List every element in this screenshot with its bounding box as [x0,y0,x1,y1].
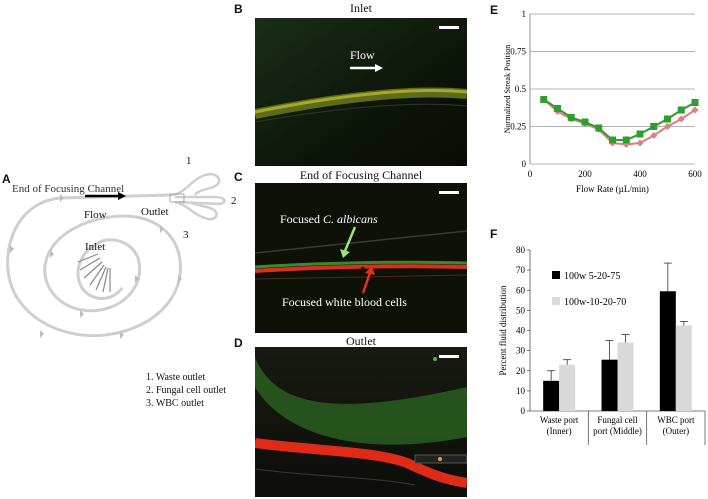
spiral-device-diagram [6,173,226,339]
outlet-legend-list: 1. Waste outlet 2. Fungal cell outlet 3.… [146,371,226,410]
series-line-1 [543,98,696,146]
bar-1 [617,342,634,411]
y-tick-label: 0.25 [510,122,526,132]
legend-wbc-outlet: 3. WBC outlet [146,398,204,409]
y-tick-label: 10 [516,386,526,396]
series-point-0 [567,114,575,121]
x-tick-label: 600 [688,169,702,179]
x-tick-label: 200 [578,169,592,179]
series-point-0 [595,124,603,132]
series-point-1 [664,123,671,130]
legend-swatch [552,297,560,305]
focused-species: C. albicans [323,212,378,226]
category-label: WBC port [657,415,695,425]
inlet-filter-array [77,253,111,293]
series-point-0 [581,118,589,126]
panel-a-schematic [0,150,250,350]
y-tick-label: 50 [516,305,526,315]
legend-fungal-outlet: 2. Fungal cell outlet [146,385,226,396]
y-tick-label: 20 [516,366,526,376]
outlet-micrograph [255,347,467,497]
outlet-number-1: 1 [186,155,192,167]
legend-swatch [552,271,560,279]
panel-e-letter: E [490,3,499,17]
x-axis-title: Flow Rate (µL/min) [576,184,649,194]
outlet-trifurcation [169,173,226,221]
series-point-1 [677,115,685,123]
inner-spiral-channel [76,240,124,300]
panel-c-title: End of Focusing Channel [299,168,423,182]
series-point-0 [636,130,644,138]
outlet-number-2: 2 [231,195,237,207]
series-point-1 [636,139,644,147]
panel-b-letter: B [234,2,243,16]
panel-d-letter: D [234,336,243,350]
series-point-0 [650,123,658,130]
legend-label: 100w-10-20-70 [564,297,626,308]
category-label: (Outer) [663,426,690,436]
bar-0 [601,359,618,411]
y-tick-label: 0.75 [510,47,526,57]
series-line-0 [543,98,696,141]
y-tick-label: 40 [516,326,526,336]
green-pointer-arrow [340,226,357,258]
y-axis-title: Normalized Streak Position [503,45,512,133]
outlet-number-3: 3 [183,229,189,241]
series-point-0 [664,115,671,123]
series-point-0 [691,99,699,106]
y-tick-label: 80 [516,245,526,255]
label-flow-schematic: Flow [84,209,107,221]
fluid-distribution-chart: 0 10 20 30 40 50 60 70 80 Percent fluid distribut… [498,245,706,445]
channel-chevron-marks [10,194,182,339]
y-tick-label: 0.5 [515,84,527,94]
y-tick-label: 70 [516,265,526,275]
x-tick-label: 0 [528,169,533,179]
red-pointer-arrow [361,266,375,294]
series-point-1 [650,132,658,139]
legend-waste-outlet: 1. Waste outlet [146,372,206,383]
label-end-of-focusing-channel: End of Focusing Channel [12,183,125,195]
label-outlet-schematic: Outlet [141,206,169,218]
label-inlet-schematic: Inlet [85,241,106,253]
legend-label: 100w 5-20-75 [564,271,620,282]
series-point-0 [540,96,548,103]
panel-b-title: Inlet [350,1,372,15]
flow-arrow-inlet [350,64,383,72]
inlet-micrograph: Flow [255,18,467,166]
bar-1 [559,364,576,411]
category-label: port (Middle) [593,426,642,436]
focused-prefix: Focused [280,212,323,226]
y-tick-label: 0 [522,159,527,169]
focused-wbc-label: Focused white blood cells [282,295,407,309]
series-point-0 [609,136,616,144]
bar-0 [543,380,560,411]
streak-position-chart: 0 0.25 0.5 0.75 1 0 200 400 600 Flow Rate (µL/min… [503,9,702,194]
panel-d-title: Outlet [346,334,376,348]
bar-0 [659,291,676,411]
focused-candida-label: Focused C. albicans [280,212,378,227]
outer-spiral-channel [6,193,182,338]
y-tick-label: 30 [516,346,526,356]
category-label: Waste port [540,415,579,425]
series-point-0 [622,136,630,144]
y-tick-label: 60 [516,285,526,295]
x-tick-label: 400 [633,169,647,179]
flow-label-inlet: Flow [350,48,375,62]
category-label: Fungal cell [597,415,638,425]
series-point-1 [691,106,699,114]
category-label: (Inner) [547,426,572,436]
y-axis-title: Percent fluid distribution [498,285,508,375]
panel-a-letter: A [2,172,11,186]
series-point-0 [554,105,561,112]
bar-1 [675,325,692,411]
y-tick-label: 0 [521,406,526,416]
series-point-0 [677,106,685,114]
panel-f-letter: F [490,227,498,241]
focusing-channel-micrograph: Focused C. albicans Focused white blood … [255,183,467,333]
y-tick-label: 1 [522,9,527,19]
panel-c-letter: C [234,170,243,184]
